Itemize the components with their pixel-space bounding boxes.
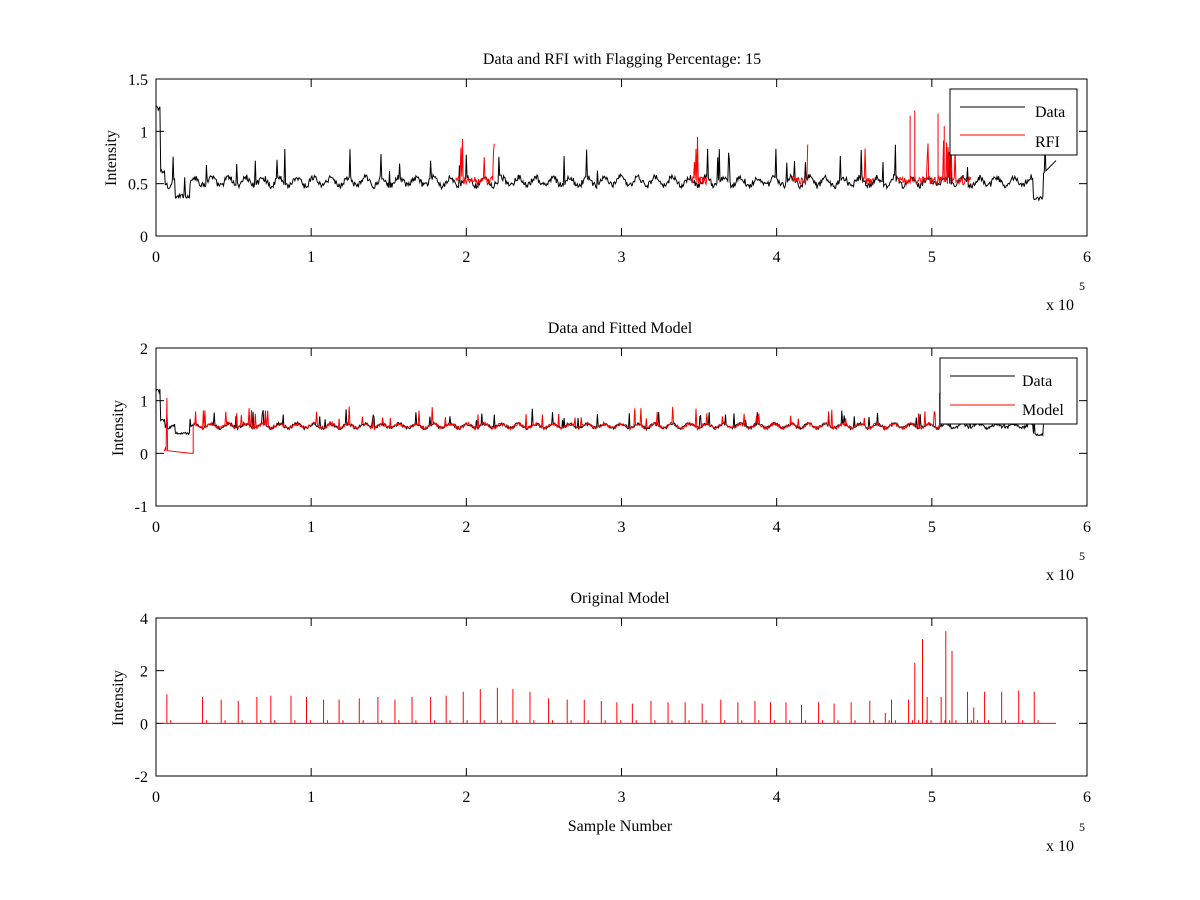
y-tick-label: 1.5 xyxy=(128,72,148,89)
series-line-rfi xyxy=(455,138,495,187)
y-tick-label: 0 xyxy=(140,446,148,463)
x-tick-label: 1 xyxy=(307,249,315,266)
x-tick-label: 6 xyxy=(1083,789,1091,806)
x-tick-label: 3 xyxy=(618,789,626,806)
x-tick-label: 1 xyxy=(307,519,315,536)
panel-data-rfi: Data and RFI with Flagging Percentage: 1… xyxy=(103,51,1091,314)
series-line-rfi xyxy=(897,140,972,187)
series-line-rfi xyxy=(792,144,809,186)
panel-1-legend-box xyxy=(949,88,1078,156)
series-line-model xyxy=(163,392,941,454)
y-tick-label: 0 xyxy=(140,229,148,246)
x-tick-label: 5 xyxy=(928,249,936,266)
x-tick-label: 6 xyxy=(1083,519,1091,536)
x-tick-label: 2 xyxy=(462,519,470,536)
x-tick-label: 0 xyxy=(152,519,160,536)
y-tick-label: 1 xyxy=(140,394,148,411)
panel-3-series xyxy=(160,631,1056,724)
y-tick-label: -1 xyxy=(135,499,148,516)
panel-3-axes xyxy=(155,617,1088,777)
panel-1-title: Data and RFI with Flagging Percentage: 1… xyxy=(483,51,761,68)
y-tick-label: 1 xyxy=(140,124,148,141)
panel-1-axes xyxy=(155,78,1088,237)
panel-2-axes xyxy=(155,347,1088,507)
panel-3-x-multiplier: x 10 xyxy=(1046,838,1074,855)
panel-fitted-model: Data and Fitted Model Intensity 0 1 2 3 4 5 6 -… xyxy=(110,320,1091,584)
panel-2-title: Data and Fitted Model xyxy=(548,320,693,337)
panel-1-series xyxy=(156,105,1057,202)
x-tick-label: 5 xyxy=(928,789,936,806)
y-tick-label: -2 xyxy=(135,769,148,786)
panel-3-x-exponent: 5 xyxy=(1079,820,1085,834)
panel-1-x-exponent: 5 xyxy=(1079,279,1085,293)
panel-2-x-exponent: 5 xyxy=(1079,549,1085,563)
panel-1-ylabel: Intensity xyxy=(103,130,120,186)
x-tick-label: 5 xyxy=(928,519,936,536)
panel-1-legend: Data RFI xyxy=(949,88,1078,156)
y-tick-label: 4 xyxy=(140,611,148,628)
panel-1-ticks: 0 1 2 3 4 5 6 0 0.5 1 1.5 xyxy=(128,72,1091,266)
panel-3-xlabel: Sample Number xyxy=(568,818,673,835)
panel-2-legend-box xyxy=(939,357,1078,425)
y-tick-label: 2 xyxy=(140,341,148,358)
legend-label-rfi: RFI xyxy=(1035,134,1060,151)
panel-2-x-multiplier: x 10 xyxy=(1046,567,1074,584)
legend-label-data-2: Data xyxy=(1022,373,1052,390)
x-tick-label: 1 xyxy=(307,789,315,806)
legend-label-model: Model xyxy=(1022,402,1064,419)
y-tick-label: 2 xyxy=(140,664,148,681)
y-tick-label: 0.5 xyxy=(128,177,148,194)
panel-1-x-multiplier: x 10 xyxy=(1046,297,1074,314)
series-line-rfi xyxy=(690,136,708,187)
x-tick-label: 4 xyxy=(773,789,781,806)
panel-2-legend: Data Model xyxy=(939,357,1078,425)
x-tick-label: 2 xyxy=(462,249,470,266)
x-tick-label: 4 xyxy=(773,249,781,266)
panel-2-ylabel: Intensity xyxy=(110,400,127,456)
panel-3-ylabel: Intensity xyxy=(110,670,127,726)
y-tick-label: 0 xyxy=(140,716,148,733)
x-tick-label: 0 xyxy=(152,249,160,266)
x-tick-label: 3 xyxy=(618,519,626,536)
x-tick-label: 2 xyxy=(462,789,470,806)
series-line-rfi xyxy=(861,148,874,185)
x-tick-label: 6 xyxy=(1083,249,1091,266)
x-tick-label: 3 xyxy=(618,249,626,266)
panel-2-series xyxy=(156,388,1057,454)
legend-label-data: Data xyxy=(1035,104,1065,121)
panel-3-title: Original Model xyxy=(570,590,670,607)
x-tick-label: 4 xyxy=(773,519,781,536)
x-tick-label: 0 xyxy=(152,789,160,806)
